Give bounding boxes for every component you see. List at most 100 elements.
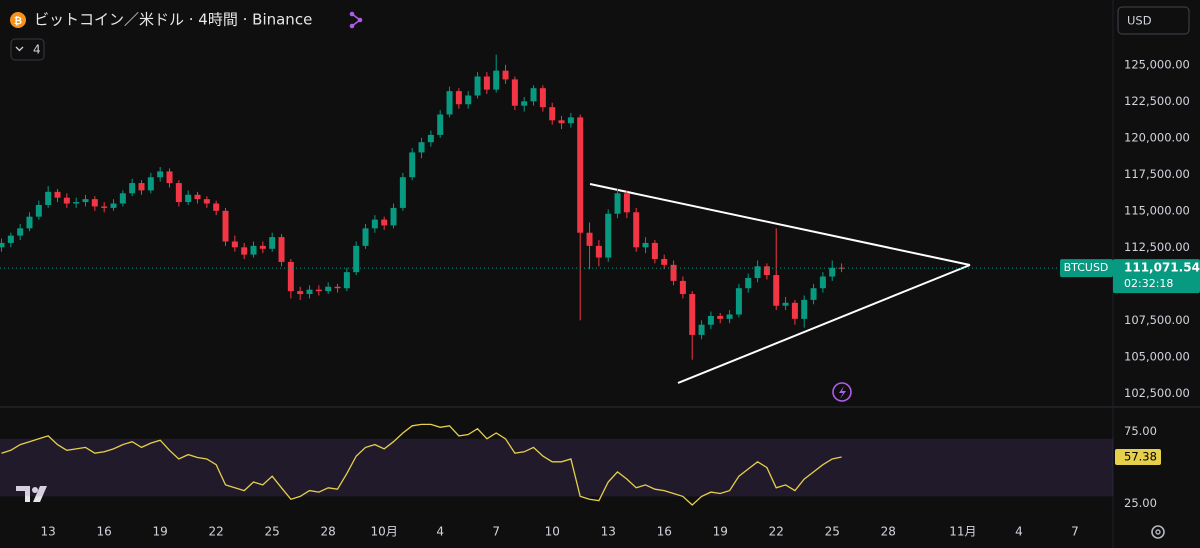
candle-body xyxy=(810,288,817,300)
x-tick-label: 22 xyxy=(209,525,224,539)
candle-body xyxy=(614,193,621,214)
candle-body xyxy=(623,193,630,213)
y-tick-label: 115,000.00 xyxy=(1124,203,1190,217)
candle-body xyxy=(82,199,89,203)
share-icon[interactable] xyxy=(349,11,363,29)
candle-body xyxy=(418,142,425,153)
candle-body xyxy=(521,101,528,106)
candle-body xyxy=(287,261,294,292)
candle-body xyxy=(409,152,416,178)
candle-body xyxy=(549,107,556,121)
candle-body xyxy=(633,212,640,248)
candle-body xyxy=(446,91,453,115)
candle-body xyxy=(101,206,108,208)
x-tick-label: 19 xyxy=(713,525,728,539)
candle-body xyxy=(707,315,714,325)
x-tick-label: 7 xyxy=(1071,525,1079,539)
rsi-badge xyxy=(1115,448,1161,465)
candle-body xyxy=(474,76,481,96)
candle-body xyxy=(213,203,220,211)
y-tick-label: 105,000.00 xyxy=(1124,349,1190,363)
candle-body xyxy=(334,286,341,289)
coin-symbol: ₿ xyxy=(14,15,22,27)
x-tick-label: 10 xyxy=(545,525,560,539)
currency-select[interactable]: USD xyxy=(1117,6,1190,35)
lower-trend-line xyxy=(677,264,971,384)
candle-body xyxy=(493,70,500,90)
candle-body xyxy=(362,228,369,246)
candle-body xyxy=(745,277,752,289)
candle-body xyxy=(679,280,686,295)
x-tick-label: 28 xyxy=(881,525,896,539)
candle-body xyxy=(26,216,33,229)
candle-body xyxy=(819,276,826,289)
x-tick-label: 28 xyxy=(321,525,336,539)
candle-body xyxy=(801,299,808,319)
y-tick-label: 75.00 xyxy=(1124,424,1157,438)
rsi-band xyxy=(0,438,1113,497)
candle-body xyxy=(698,324,705,335)
candle-body xyxy=(343,272,350,289)
candle-body xyxy=(717,315,724,319)
candle-body xyxy=(539,88,546,108)
candle-body xyxy=(259,245,266,249)
candle-body xyxy=(315,289,322,292)
candle-body xyxy=(371,219,378,229)
candle-body xyxy=(194,194,201,200)
event-icon[interactable] xyxy=(832,382,852,402)
x-tick-label: 16 xyxy=(97,525,112,539)
indicator-count: 4 xyxy=(33,43,41,57)
candle-body xyxy=(35,204,42,217)
y-tick-label: 107,500.00 xyxy=(1124,313,1190,327)
x-tick-label: 25 xyxy=(825,525,840,539)
candle-body xyxy=(773,275,780,306)
candle-body xyxy=(577,117,584,233)
candle-body xyxy=(735,288,742,315)
x-tick-label: 4 xyxy=(436,525,444,539)
candle-body xyxy=(278,237,285,262)
candle-body xyxy=(530,88,537,102)
x-tick-label: 11月 xyxy=(949,525,976,539)
candle-body xyxy=(567,117,574,124)
candle-body xyxy=(147,177,154,191)
candle-body xyxy=(605,213,612,258)
candle-body xyxy=(651,242,658,259)
x-tick-label: 13 xyxy=(601,525,616,539)
candle-body xyxy=(157,171,164,178)
countdown: 02:32:18 xyxy=(1124,277,1173,290)
candle-body xyxy=(175,183,182,203)
indicator-toggle[interactable]: 4 xyxy=(10,38,45,61)
coin-icon xyxy=(10,12,26,28)
candle-body xyxy=(222,210,229,242)
y-tick-label: 112,500.00 xyxy=(1124,240,1190,254)
trend-lines xyxy=(589,183,971,384)
chart-title: ビットコイン／米ドル · 4時間 · Binance xyxy=(34,11,312,29)
candle-body xyxy=(203,199,210,204)
settings-icon[interactable] xyxy=(1151,525,1165,539)
candle-body xyxy=(54,191,61,198)
y-tick-label: 120,000.00 xyxy=(1124,130,1190,144)
candle-body xyxy=(185,194,192,203)
y-tick-label: 25.00 xyxy=(1124,496,1157,510)
rsi-last-label: 57.38 xyxy=(1124,449,1157,463)
candle-body xyxy=(119,193,126,204)
candle-body xyxy=(558,120,565,124)
candle-body xyxy=(791,302,798,319)
candle-body xyxy=(763,266,770,276)
candle-body xyxy=(306,289,313,295)
x-tick-label: 25 xyxy=(265,525,280,539)
x-tick-label: 16 xyxy=(657,525,672,539)
candle-body xyxy=(642,242,649,248)
candle-body xyxy=(7,235,14,243)
symbol-label: BTCUSD xyxy=(1064,261,1109,274)
price-badge xyxy=(1113,259,1200,294)
candle-body xyxy=(17,228,24,236)
candle-body xyxy=(91,199,98,207)
candle-body xyxy=(455,91,462,105)
candle-body xyxy=(437,114,444,135)
candle-body xyxy=(595,245,602,258)
y-tick-label: 117,500.00 xyxy=(1124,167,1190,181)
candle-body xyxy=(63,197,70,204)
